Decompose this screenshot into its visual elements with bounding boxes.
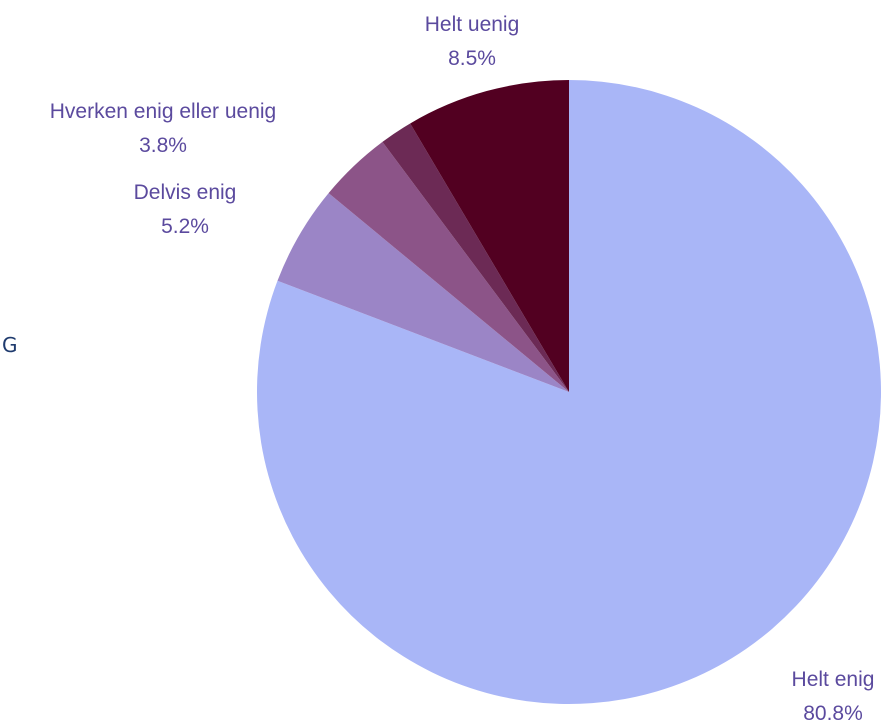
- slice-value-label: 5.2%: [161, 215, 209, 238]
- slice-value-label: 3.8%: [139, 134, 187, 157]
- slice-value-label: 8.5%: [448, 47, 496, 70]
- slice-value-label: 80.8%: [803, 702, 863, 722]
- pie-slice-delvis-enig: [277, 193, 569, 392]
- pie-slices: [257, 80, 882, 704]
- slice-category-label: Delvis enig: [134, 181, 237, 204]
- pie-slice-helt-uenig: [410, 80, 569, 392]
- pie-slice-unlabeled-3: [382, 123, 569, 392]
- slice-label: Helt enig 80.8%: [792, 668, 875, 722]
- slice-category-label: Helt uenig: [425, 13, 520, 36]
- pie-slice-hverken-enig-eller-uenig: [328, 141, 569, 392]
- slice-label: Hverken enig eller uenig 3.8%: [50, 100, 276, 157]
- stray-letter: G: [2, 333, 18, 357]
- slice-category-label: Hverken enig eller uenig: [50, 100, 276, 123]
- slice-label: Helt uenig 8.5%: [425, 13, 520, 70]
- slice-category-label: Helt enig: [792, 668, 875, 691]
- slice-label: Delvis enig 5.2%: [134, 181, 237, 238]
- pie-labels: Helt enig 80.8% Delvis enig 5.2% Hverken eni…: [50, 13, 875, 722]
